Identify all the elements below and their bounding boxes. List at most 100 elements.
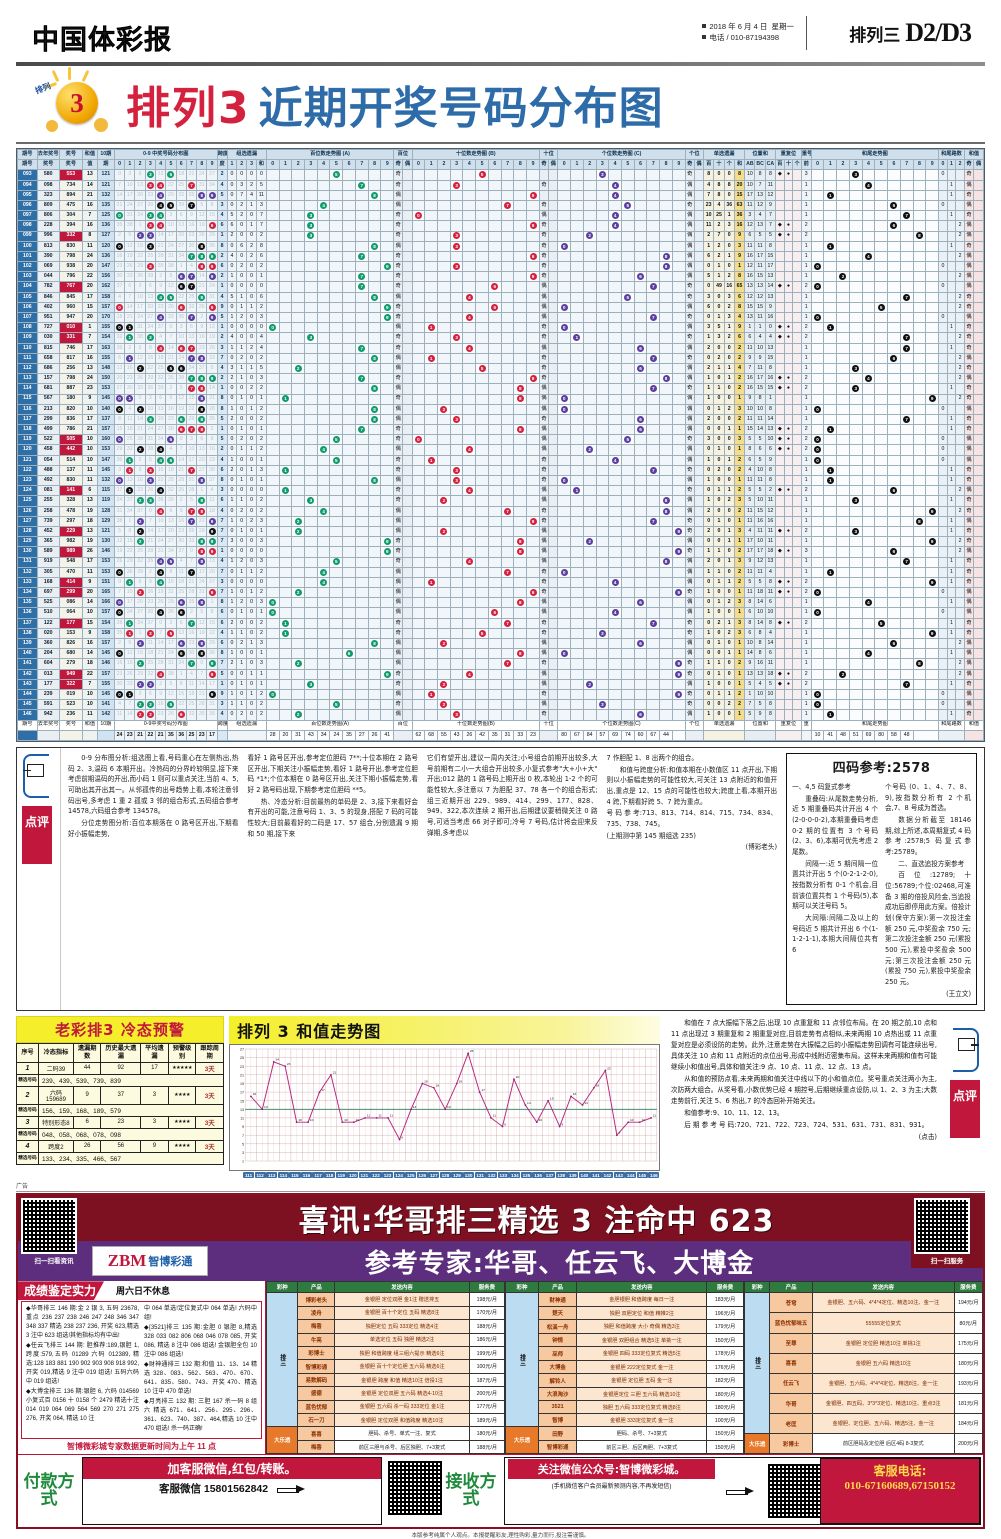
- table-row: 114 681 887 23 153 27 30 33 36 39 2 5 7 8 14 1 0 0 2 2 8 偶 8 偶 7…: [17, 383, 984, 395]
- repeat-units: [792, 587, 802, 599]
- digit-cell: 32: [124, 444, 136, 456]
- hundreds-parity2: [402, 658, 413, 670]
- group-miss: 1: [226, 699, 238, 711]
- digit-cell: 15: [155, 464, 167, 477]
- group-miss: 2: [236, 311, 248, 324]
- repeat-units: [792, 648, 802, 660]
- hewei-cell: [925, 617, 940, 629]
- table-group-header: 十位: [538, 148, 559, 161]
- period-number: 116: [17, 403, 38, 415]
- hewei-cell: [887, 261, 901, 273]
- trend-a-cell: [342, 709, 356, 721]
- trend-b-cell: [449, 424, 464, 436]
- units-parity2: [693, 444, 705, 456]
- repeat-rate: 1: [800, 515, 812, 527]
- sum-parity2: [973, 230, 984, 242]
- group-miss: 0: [255, 576, 267, 589]
- digit-cell: 28: [155, 250, 167, 263]
- hewei-cell: [899, 373, 914, 385]
- trend-c-cell: [570, 311, 584, 324]
- trend-point: 2: [586, 446, 594, 454]
- table-sub-header: 9: [526, 159, 540, 171]
- group-miss: 0: [236, 383, 248, 395]
- last-year-number: 020: [36, 627, 60, 640]
- trend-a-cell: [380, 495, 395, 507]
- trend-c-cell: [671, 699, 686, 711]
- trend-a-cell: [291, 536, 305, 548]
- hundreds-parity: 奇: [393, 261, 404, 273]
- period-number: 117: [17, 413, 38, 426]
- units-parity: 奇: [684, 291, 695, 303]
- digit-cell: 6: [185, 322, 198, 334]
- trend-c-cell: [595, 678, 610, 690]
- digit-cell: 27: [113, 383, 126, 395]
- trend-c-cell: [659, 210, 673, 222]
- digit-ball: 1: [126, 334, 134, 342]
- ten-period: 121: [96, 169, 115, 181]
- trend-c-cell: [608, 301, 622, 314]
- trend-b-cell: [411, 688, 426, 701]
- trend-b-cell: 2: [437, 403, 451, 415]
- trend-b-cell: [513, 332, 528, 344]
- digit-cell: 0: [134, 393, 146, 405]
- hewei-cell: [912, 179, 927, 191]
- position-sum: 11: [764, 495, 777, 507]
- trend-a-cell: [380, 515, 395, 527]
- hewei-cell: [848, 291, 863, 303]
- trend-c-cell: [633, 658, 648, 670]
- units-parity: 奇: [684, 169, 695, 181]
- hewei-road: [938, 525, 948, 538]
- hewei-cell: [836, 332, 850, 344]
- trend-b-cell: [449, 342, 464, 354]
- position-sum: 12: [764, 189, 777, 201]
- units-parity: 偶: [684, 220, 695, 232]
- digit-cell: 21: [206, 393, 218, 405]
- repeat-rate: 1: [800, 464, 812, 477]
- trend-c-cell: [659, 576, 673, 589]
- hewei-road: [946, 536, 957, 548]
- trend-b-cell: [500, 546, 515, 558]
- period-number: 094: [17, 179, 38, 191]
- trend-a-cell: [316, 454, 331, 466]
- trend-c-cell: [671, 322, 686, 334]
- digit-cell: 3: [144, 210, 157, 222]
- trend-c-cell: [633, 464, 648, 477]
- trend-a-cell: [329, 322, 344, 334]
- hewei-road: [946, 261, 957, 273]
- hewei-cell: [836, 393, 850, 405]
- units-parity: 偶: [684, 240, 695, 252]
- hundreds-parity: 偶: [393, 240, 404, 252]
- digit-ball: 6: [177, 415, 185, 423]
- trend-a-cell: 5: [329, 454, 344, 466]
- group-miss: 1: [226, 403, 238, 415]
- trend-b-cell: [424, 505, 439, 517]
- hewei-road: [938, 332, 948, 344]
- digit-cell: 13: [134, 179, 146, 191]
- hewei-cell: [874, 566, 889, 578]
- hewei-cell: [874, 362, 889, 375]
- hewei-road: 0: [938, 261, 948, 273]
- trend-a-cell: [265, 617, 280, 629]
- hewei-point: 6: [890, 487, 898, 495]
- masthead-divider: [806, 16, 807, 50]
- trend-b-cell: [475, 352, 489, 364]
- repeat-tens: [783, 250, 794, 263]
- digit-ball: 4: [157, 568, 165, 576]
- trend-b-cell: [437, 434, 451, 446]
- group-miss: 0: [236, 485, 248, 497]
- single-miss: 0: [713, 627, 725, 640]
- trend-c-cell: [608, 556, 622, 568]
- sum-parity: 偶: [963, 637, 975, 650]
- trend-c-cell: [595, 189, 610, 201]
- units-parity2: [693, 271, 705, 283]
- hewei-road: 2: [955, 230, 965, 242]
- winning-number: 746: [58, 342, 84, 354]
- repeat-tens: ●: [783, 587, 794, 599]
- sum-value: 20: [82, 587, 98, 599]
- table-sub-header: 7: [899, 159, 914, 171]
- trend-point: 9: [675, 527, 683, 535]
- hewei-cell: [899, 474, 914, 487]
- sum-value: 10: [82, 434, 98, 446]
- hewei-cell: [836, 597, 850, 609]
- trend-point: 3: [307, 222, 315, 230]
